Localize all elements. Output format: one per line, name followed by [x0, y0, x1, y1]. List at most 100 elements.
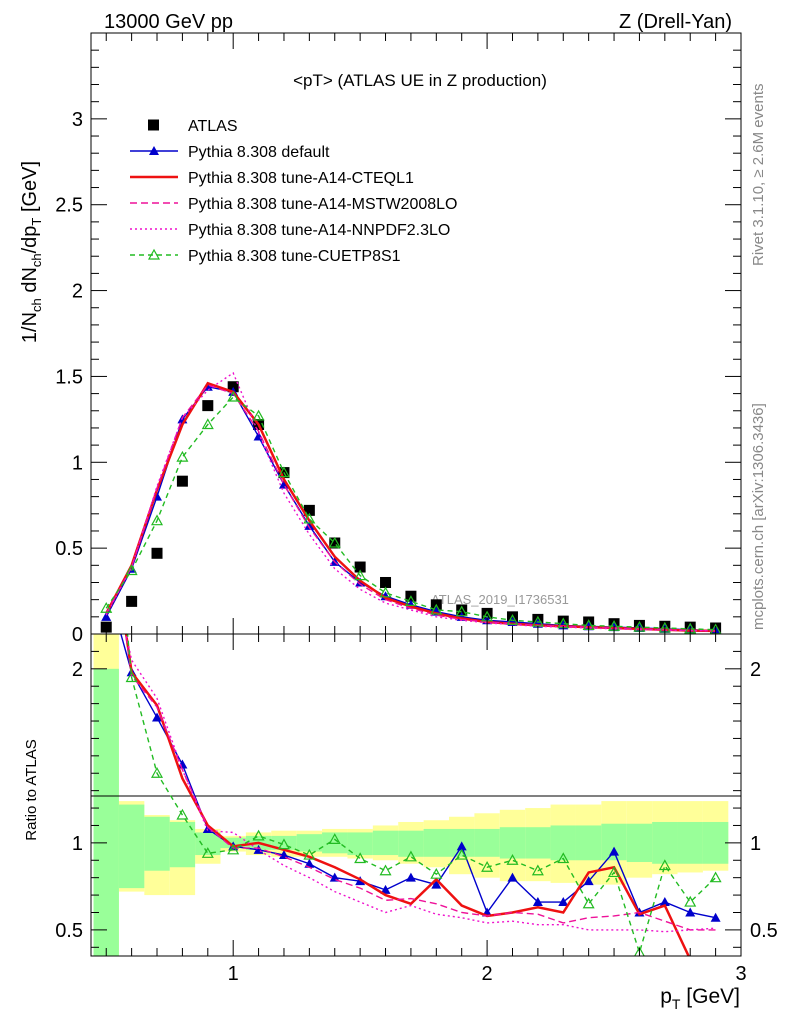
- main-point-pythia-8-308-tune-cuetp8s1: [455, 605, 468, 617]
- ratio-band-green: [271, 835, 297, 850]
- ratio-band-green: [296, 834, 323, 852]
- main-y-tick-label: 2.5: [55, 195, 83, 217]
- ratio-point-pythia-8-308-default: [278, 850, 289, 860]
- ratio-band-green: [525, 827, 551, 859]
- ratio-band-green: [575, 825, 602, 861]
- main-point-atlas: [151, 547, 163, 559]
- main-y-tick-label: 2: [72, 281, 83, 303]
- ratio-point-pythia-8-308-tune-cuetp8s1: [481, 860, 494, 872]
- main-line-pythia-8-308-tune-cuetp8s1: [105, 396, 716, 631]
- main-point-atlas: [126, 595, 138, 607]
- main-point-pythia-8-308-tune-cuetp8s1: [354, 569, 367, 581]
- main-y-tick-label: 1.5: [55, 366, 83, 388]
- ratio-line-pythia-8-308-tune-a14-mstw2008lo: [125, 634, 716, 931]
- main-point-atlas: [303, 504, 315, 516]
- ratio-y-tick-label-right: 1: [750, 833, 761, 855]
- ratio-point-pythia-8-308-tune-cuetp8s1: [201, 847, 214, 858]
- ratio-point-pythia-8-308-tune-cuetp8s1: [328, 833, 341, 844]
- ratio-point-pythia-8-308-default: [456, 841, 467, 851]
- ratio-band-green: [499, 827, 526, 859]
- ratio-line-pythia-8-308-tune-cuetp8s1: [126, 634, 717, 955]
- ratio-y-tick-label: 2: [72, 659, 83, 681]
- ratio-point-pythia-8-308-tune-cuetp8s1: [557, 852, 570, 864]
- legend: ATLAS Pythia 8.308 default Pythia 8.308 tu…: [130, 118, 457, 265]
- main-title: <pT> (ATLAS UE in Z production): [293, 71, 547, 90]
- ratio-point-pythia-8-308-tune-cuetp8s1: [430, 867, 443, 879]
- ratio-point-pythia-8-308-tune-cuetp8s1: [227, 843, 240, 855]
- main-point-pythia-8-308-tune-cuetp8s1: [100, 602, 113, 613]
- main-point-pythia-8-308-tune-cuetp8s1: [227, 390, 240, 402]
- ratio-band-green: [474, 828, 500, 857]
- main-point-atlas: [227, 381, 239, 393]
- x-tick-label: 2: [482, 963, 493, 985]
- main-point-pythia-8-308-tune-cuetp8s1: [379, 586, 392, 598]
- ratio-y-tick-label-right: 0.5: [750, 920, 778, 942]
- main-point-atlas: [329, 537, 341, 549]
- ratio-point-pythia-8-308-default: [685, 907, 696, 917]
- ratio-point-pythia-8-308-tune-cuetp8s1: [176, 808, 189, 820]
- main-y-tick-label: 0: [72, 624, 83, 646]
- main-point-atlas: [506, 611, 518, 623]
- ratio-line-pythia-8-308-tune-a14-nnpdf2-3lo: [125, 634, 716, 933]
- ratio-y-tick-label: 1: [72, 833, 83, 855]
- ratio-panel-frame: [90, 633, 742, 957]
- ratio-point-pythia-8-308-default: [659, 897, 670, 907]
- ratio-band-green: [652, 821, 678, 864]
- main-point-pythia-8-308-tune-cuetp8s1: [277, 466, 290, 478]
- main-point-atlas: [481, 607, 493, 619]
- legend-label-pythia-8-308-tune-a14-mstw2008lo: Pythia 8.308 tune-A14-MSTW2008LO: [188, 196, 457, 213]
- ratio-band-green: [702, 821, 729, 864]
- ratio-point-pythia-8-308-tune-cuetp8s1: [404, 850, 417, 862]
- ratio-band-green: [169, 821, 196, 868]
- legend-marker-pythia-8-308-tune-cuetp8s1: [147, 248, 161, 260]
- ratio-point-pythia-8-308-default: [202, 823, 213, 833]
- ratio-point-pythia-8-308-default: [583, 876, 594, 886]
- x-axis-label: pT [GeV]: [660, 985, 740, 1012]
- ratio-point-pythia-8-308-tune-cuetp8s1: [379, 864, 392, 876]
- ratio-point-pythia-8-308-tune-cuetp8s1: [303, 848, 316, 860]
- ratio-band-green: [347, 832, 373, 856]
- ratio-band-green: [550, 825, 576, 861]
- ratio-point-pythia-8-308-default: [101, 577, 111, 586]
- ratio-point-pythia-8-308-default: [710, 912, 721, 922]
- main-y-tick-label: 3: [72, 109, 83, 131]
- ratio-y-axis-label: Ratio to ATLAS: [23, 739, 40, 840]
- ratio-point-pythia-8-308-tune-cuetp8s1: [608, 866, 621, 878]
- ratio-line-pythia-8-308-tune-a14-cteql1: [124, 634, 690, 956]
- main-point-pythia-8-308-tune-cuetp8s1: [176, 450, 189, 462]
- main-y-axis-label: 1/Nch dNch/dpT [GeV]: [19, 161, 44, 343]
- ratio-point-pythia-8-308-default: [609, 846, 620, 856]
- ratio-point-pythia-8-308-tune-cuetp8s1: [354, 852, 367, 864]
- ratio-band-green: [93, 668, 119, 956]
- main-point-pythia-8-308-default: [278, 479, 289, 489]
- ratio-point-pythia-8-308-default: [405, 872, 416, 882]
- main-point-pythia-8-308-tune-cuetp8s1: [303, 512, 316, 524]
- main-point-pythia-8-308-default: [101, 611, 112, 621]
- main-point-atlas: [380, 576, 392, 588]
- ratio-band-green: [144, 816, 170, 871]
- main-point-atlas: [176, 475, 188, 487]
- ratio-point-pythia-8-308-tune-cuetp8s1: [709, 871, 722, 883]
- main-series-group: [100, 371, 722, 634]
- main-point-pythia-8-308-tune-cuetp8s1: [430, 603, 443, 615]
- main-point-pythia-8-308-default: [304, 520, 315, 530]
- ratio-band-green: [372, 830, 399, 856]
- ratio-band-green: [677, 821, 703, 864]
- legend-label-pythia-8-308-tune-a14-cteql1: Pythia 8.308 tune-A14-CTEQL1: [188, 170, 414, 187]
- axis-ticks: 00.511.522.530.5 0.51 12 21 2 3: [55, 33, 778, 985]
- header-right: Z (Drell-Yan): [619, 11, 732, 33]
- header-left: 13000 GeV pp: [104, 11, 233, 33]
- ratio-point-pythia-8-308-tune-cuetp8s1: [455, 848, 468, 860]
- ratio-point-pythia-8-308-tune-cuetp8s1: [277, 838, 290, 850]
- ratio-point-pythia-8-308-default: [507, 872, 518, 882]
- ratio-point-pythia-8-308-tune-cuetp8s1: [582, 897, 595, 909]
- ratio-point-pythia-8-308-tune-cuetp8s1: [531, 864, 544, 876]
- rivet-label: Rivet 3.1.10, ≥ 2.6M events: [750, 84, 767, 267]
- ratio-point-pythia-8-308-tune-cuetp8s1: [101, 403, 111, 412]
- ratio-band-green: [423, 828, 450, 857]
- ratio-point-pythia-8-308-default: [177, 759, 188, 769]
- legend-label-atlas: ATLAS: [188, 118, 238, 135]
- x-tick-label: 1: [228, 963, 239, 985]
- ratio-point-pythia-8-308-default: [558, 897, 569, 907]
- ratio-point-pythia-8-308-default: [380, 884, 391, 894]
